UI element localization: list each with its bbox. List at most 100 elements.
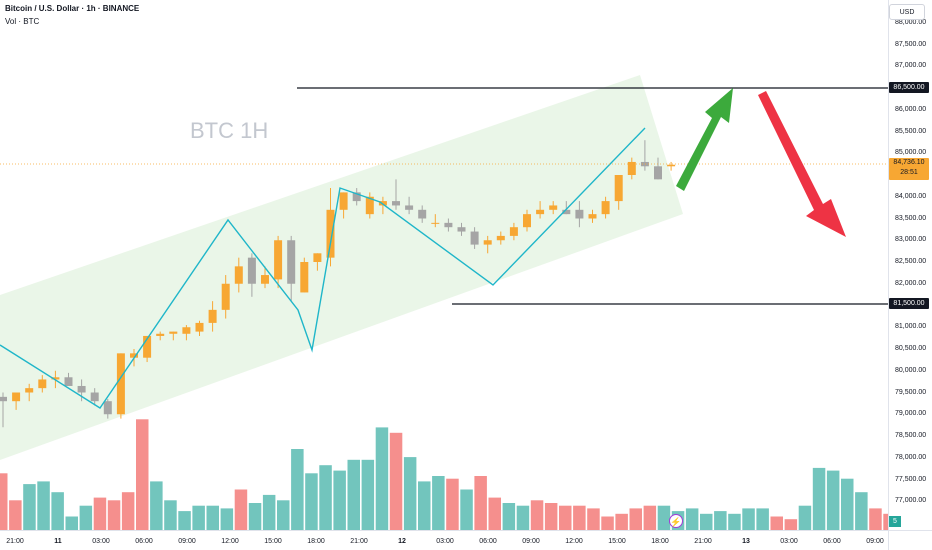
time-tick: 03:00 — [780, 538, 798, 545]
volume-bar — [841, 478, 854, 530]
price-tick: 78,000.00 — [895, 453, 927, 461]
volume-legend[interactable]: Vol · BTC — [5, 17, 40, 26]
volume-bar — [121, 492, 135, 530]
symbol-legend[interactable]: Bitcoin / U.S. Dollar · 1h · BINANCE — [5, 4, 140, 13]
candle — [274, 235, 283, 289]
volume-bar — [23, 484, 36, 530]
volume-bar — [192, 505, 205, 530]
price-scale[interactable]: 88,000.00 87,500.00 87,000.00 86,000.00 85,5… — [888, 0, 932, 530]
volume-bar — [601, 516, 614, 530]
volume-bar — [798, 505, 812, 530]
price-tick: 77,000.00 — [895, 497, 927, 505]
volume-bar — [826, 470, 840, 530]
time-tick: 15:00 — [608, 538, 626, 545]
time-tick: 12 — [398, 538, 406, 545]
candle — [667, 161, 676, 171]
zigzag-line — [0, 127, 646, 409]
volume-bar — [869, 508, 882, 530]
price-tick: 82,500.00 — [895, 258, 927, 265]
time-tick: 09:00 — [522, 538, 540, 545]
currency-button[interactable]: USD — [889, 4, 925, 20]
volume-bar — [784, 519, 798, 530]
volume-bar — [389, 432, 403, 530]
candle — [536, 201, 545, 219]
lightning-icon[interactable]: ⚡ — [669, 514, 683, 528]
volume-bar — [502, 503, 516, 530]
volume-bar — [136, 419, 149, 530]
volume-bar — [291, 449, 304, 530]
candle — [287, 235, 296, 302]
volume-bar — [164, 500, 177, 530]
candle — [601, 196, 610, 219]
volume-bar — [403, 457, 417, 530]
time-tick: 18:00 — [307, 538, 325, 545]
price-tick: 83,500.00 — [895, 214, 927, 222]
time-tick: 06:00 — [479, 538, 497, 545]
volume-bar — [573, 505, 586, 530]
volume-bar — [0, 473, 8, 530]
time-tick: 09:00 — [866, 538, 884, 545]
volume-bar — [530, 500, 544, 530]
candle — [77, 379, 86, 402]
volume-bar — [107, 500, 121, 530]
volume-bar — [319, 465, 332, 530]
volume-bar — [375, 427, 389, 530]
time-tick: 06:00 — [135, 538, 153, 545]
candle-countdown: 28:51 — [900, 169, 918, 176]
volume-bar — [728, 513, 741, 530]
volume-bar — [742, 508, 755, 530]
price-tick: 82,000.00 — [895, 279, 927, 287]
candle — [470, 227, 479, 249]
candle — [562, 201, 571, 215]
price-tick: 85,500.00 — [895, 127, 927, 135]
price-chart-canvas[interactable] — [0, 0, 888, 530]
volume-bar — [488, 497, 501, 530]
volume-bar — [37, 481, 50, 530]
price-tick: 84,000.00 — [895, 192, 927, 200]
volume-bar — [643, 505, 657, 530]
volume-price-label: 5 — [889, 516, 901, 527]
candle — [523, 209, 531, 232]
candle — [25, 383, 34, 402]
volume-bar — [51, 492, 64, 530]
candle — [496, 231, 505, 245]
candle — [444, 218, 453, 232]
volume-bar — [93, 497, 107, 530]
price-tick: 87,000.00 — [895, 62, 927, 70]
candle — [116, 353, 125, 419]
volume-bar — [234, 489, 248, 530]
volume-bar — [685, 508, 699, 530]
candle — [234, 257, 243, 293]
price-tick: 86,000.00 — [895, 105, 927, 113]
volume-bars — [0, 419, 888, 530]
candle — [195, 320, 204, 336]
volume-bar — [333, 470, 346, 530]
volume-bar — [65, 516, 78, 530]
time-tick: 13 — [742, 538, 750, 545]
volume-bar — [446, 478, 459, 530]
support-price-label: 81,500.00 — [889, 298, 929, 309]
time-axis[interactable]: 21:00 11 03:00 06:00 09:00 12:00 15:00 18:00 21:… — [0, 530, 888, 550]
volume-bar — [206, 505, 219, 530]
time-tick: 15:00 — [264, 538, 282, 545]
red-down-arrow — [758, 91, 846, 237]
candle — [549, 201, 558, 215]
candle — [654, 157, 662, 180]
candle — [588, 209, 597, 223]
axis-corner[interactable] — [888, 530, 932, 550]
candle — [221, 275, 230, 319]
candle — [38, 375, 47, 393]
time-tick: 21:00 — [6, 538, 24, 545]
volume-bar — [516, 505, 530, 530]
time-tick: 09:00 — [178, 538, 196, 545]
candle — [392, 179, 400, 210]
time-tick: 18:00 — [651, 538, 669, 545]
volume-bar — [559, 505, 572, 530]
time-tick: 12:00 — [221, 538, 239, 545]
volume-bar — [361, 459, 375, 530]
candle — [143, 335, 152, 363]
volume-bar — [347, 459, 360, 530]
price-tick: 81,000.00 — [895, 323, 927, 331]
price-tick: 87,500.00 — [895, 40, 927, 48]
